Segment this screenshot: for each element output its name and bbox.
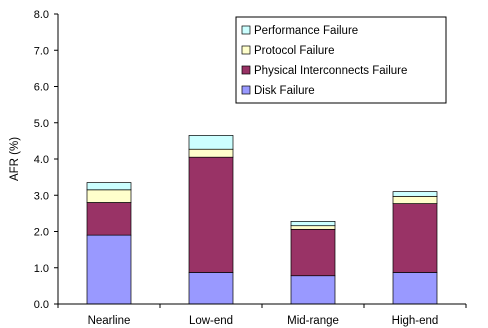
x-category-label: Low-end xyxy=(189,315,233,327)
bar-segment xyxy=(392,195,438,204)
legend-label: Performance Failure xyxy=(254,25,358,37)
legend-label: Protocol Failure xyxy=(254,45,335,57)
bar-segment xyxy=(86,234,132,305)
x-axis-categories: Nearline Low-end Mid-range High-end xyxy=(57,304,467,327)
bar-segment xyxy=(290,275,336,305)
y-tick-label: 7.0 xyxy=(34,45,49,57)
legend-box xyxy=(235,16,447,104)
legend-swatch xyxy=(241,85,251,95)
y-axis-title: AFR (%) xyxy=(9,137,21,181)
bar-segment xyxy=(188,135,234,150)
y-tick-label: 1.0 xyxy=(34,263,49,275)
bars-layer xyxy=(86,135,438,305)
bar-segment xyxy=(86,189,132,203)
legend-swatch xyxy=(241,65,251,75)
x-category-label: Nearline xyxy=(88,315,131,327)
legend-swatch xyxy=(241,25,251,35)
bar-segment xyxy=(392,203,438,273)
bar-segment xyxy=(188,148,234,158)
legend-label: Disk Failure xyxy=(254,85,315,97)
x-category-label: High-end xyxy=(392,315,439,327)
y-tick-label: 2.0 xyxy=(34,227,49,239)
bar-segment xyxy=(86,202,132,236)
bar-segment xyxy=(392,272,438,305)
y-tick-label: 8.0 xyxy=(34,9,49,21)
bar-segment xyxy=(188,156,234,273)
bar-segment xyxy=(392,191,438,197)
y-tick-label: 5.0 xyxy=(34,118,49,130)
bar-segment xyxy=(188,272,234,305)
bar-segment xyxy=(290,221,336,227)
legend-label: Physical Interconnects Failure xyxy=(254,65,407,77)
bar-segment xyxy=(290,228,336,277)
y-tick-label: 6.0 xyxy=(34,82,49,94)
x-category-label: Mid-range xyxy=(287,315,339,327)
legend-swatch xyxy=(241,45,251,55)
bar-segment xyxy=(290,225,336,230)
bar-segment xyxy=(86,182,132,191)
y-tick-label: 4.0 xyxy=(34,154,49,166)
y-tick-label: 0.0 xyxy=(34,299,49,311)
y-tick-label: 3.0 xyxy=(34,190,49,202)
y-axis-ticks: 0.0 1.0 2.0 3.0 4.0 5.0 6.0 7.0 8.0 xyxy=(34,9,58,311)
legend: Performance Failure Protocol Failure Physi… xyxy=(235,16,447,104)
